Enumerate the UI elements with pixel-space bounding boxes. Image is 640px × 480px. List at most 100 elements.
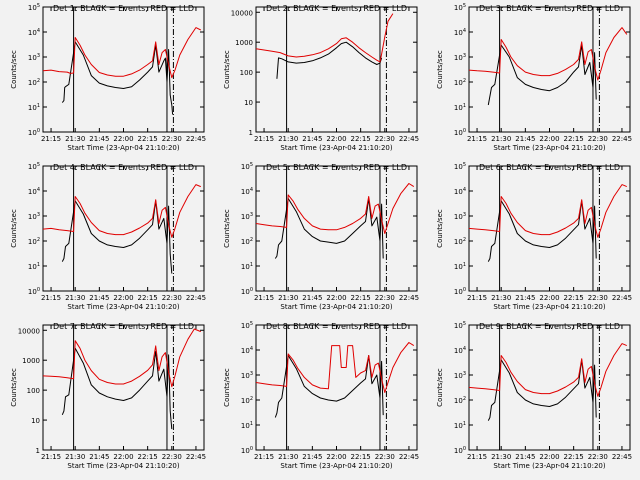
x-tick-label: 21:45 [89,135,109,143]
x-tick-label: 22:30 [162,294,182,302]
y-tick-exponent: 4 [37,28,40,34]
x-tick-label: 22:30 [375,135,395,143]
y-tick-base: 10 [28,188,37,196]
y-tick-label: 103 [28,53,40,62]
y-tick-base: 10 [454,79,463,87]
x-tick-label: 21:30 [491,135,511,143]
x-tick-label: 22:45 [612,453,632,461]
y-tick-exponent: 0 [463,446,466,452]
y-tick-exponent: 0 [250,287,253,293]
y-tick-label: 100 [454,446,466,455]
y-tick-base: 10 [28,104,37,112]
y-tick-label: 104 [241,187,253,196]
x-tick-label: 22:15 [564,135,584,143]
y-tick-label: 102 [454,78,466,87]
x-tick-label: 22:30 [588,135,608,143]
y-tick-label: 101 [454,262,466,271]
y-axis-label: Counts/sec [10,368,18,407]
y-tick-label: 102 [454,396,466,405]
x-tick-label: 21:45 [302,294,322,302]
x-axis-label: Start Time (23-Apr-04 21:10:20) [67,144,179,152]
y-tick-base: 10 [454,347,463,355]
x-tick-label: 22:45 [399,294,419,302]
y-tick-label: 105 [241,162,253,171]
x-tick-label: 22:30 [375,294,395,302]
lld-series-line [42,27,202,79]
plot-frame [255,324,418,451]
x-axis-label: Start Time (23-Apr-04 21:10:20) [493,303,605,311]
y-tick-base: 10 [28,79,37,87]
y-tick-label: 102 [454,237,466,246]
x-tick-label: 22:15 [564,294,584,302]
x-tick-label: 22:45 [399,453,419,461]
chart-panel-9: Det 9: BLACK = Events, RED = LLD10010110… [436,321,632,470]
plot-frame [42,165,205,292]
y-tick-base: 10 [241,372,250,380]
y-tick-base: 10 [241,322,250,330]
y-tick-label: 104 [454,346,466,355]
x-axis-label: Start Time (23-Apr-04 21:10:20) [67,462,179,470]
plot-frame [255,165,418,292]
events-series-line [61,41,174,115]
y-tick-base: 10 [454,422,463,430]
events-series-line [487,200,597,262]
y-tick-base: 10 [28,129,37,137]
y-tick-exponent: 5 [463,3,466,9]
y-tick-label: 100 [240,69,253,77]
y-tick-base: 10 [454,397,463,405]
x-tick-label: 22:15 [351,453,371,461]
y-axis-label: Counts/sec [436,50,444,89]
lld-series-line [468,343,627,397]
y-tick-base: 10 [454,129,463,137]
y-tick-exponent: 0 [463,287,466,293]
y-axis-label: Counts/sec [223,209,231,248]
y-tick-label: 101 [28,103,40,112]
y-tick-label: 105 [28,3,40,12]
y-tick-base: 10 [454,29,463,37]
y-tick-base: 10 [28,288,37,296]
y-tick-exponent: 0 [463,128,466,134]
x-tick-label: 22:00 [326,294,346,302]
y-tick-label: 101 [454,103,466,112]
y-tick-base: 10 [454,447,463,455]
y-tick-exponent: 5 [37,3,40,9]
x-tick-label: 22:15 [351,294,371,302]
x-tick-label: 22:45 [399,135,419,143]
y-tick-base: 10 [454,322,463,330]
y-tick-label: 10000 [18,327,40,335]
y-axis-label: Counts/sec [223,50,231,89]
y-tick-label: 104 [28,187,40,196]
y-tick-exponent: 0 [250,446,253,452]
y-tick-exponent: 4 [37,187,40,193]
x-tick-label: 21:45 [89,453,109,461]
x-tick-label: 21:45 [515,135,535,143]
y-tick-exponent: 2 [250,237,253,243]
y-tick-base: 10 [241,422,250,430]
y-axis-label: Counts/sec [223,368,231,407]
y-tick-exponent: 1 [463,262,466,268]
y-tick-base: 10 [454,104,463,112]
y-tick-label: 105 [241,321,253,330]
events-series-line [274,355,384,418]
x-tick-label: 22:45 [186,294,206,302]
x-tick-label: 21:45 [89,294,109,302]
y-tick-label: 10000 [231,9,253,17]
y-tick-label: 103 [28,212,40,221]
x-tick-label: 21:30 [278,294,298,302]
y-tick-label: 104 [454,187,466,196]
x-tick-label: 22:00 [113,294,133,302]
chart-panel-2: Det 2: BLACK = Events, RED = LLD11010010… [223,4,419,152]
y-tick-exponent: 2 [463,78,466,84]
y-axis-label: Counts/sec [436,209,444,248]
plot-frame [468,6,631,133]
y-tick-base: 10 [454,54,463,62]
x-tick-label: 21:15 [467,135,487,143]
y-tick-exponent: 2 [37,78,40,84]
y-tick-label: 102 [241,396,253,405]
y-tick-exponent: 2 [463,396,466,402]
y-tick-exponent: 1 [37,262,40,268]
plot-frame [42,324,205,451]
y-tick-label: 104 [241,346,253,355]
y-tick-label: 10 [31,417,40,425]
y-tick-label: 1 [249,129,253,137]
